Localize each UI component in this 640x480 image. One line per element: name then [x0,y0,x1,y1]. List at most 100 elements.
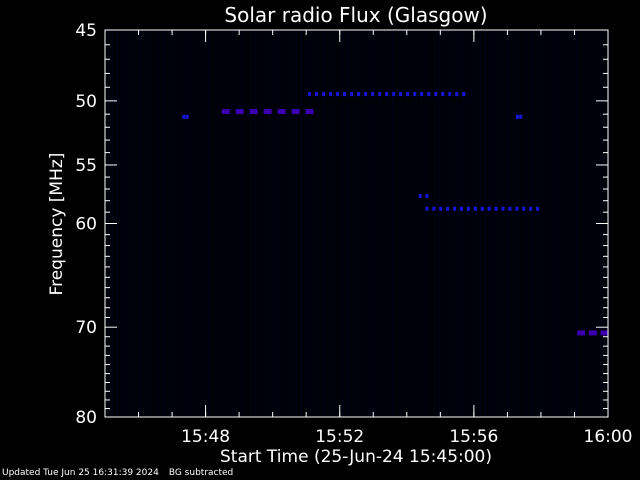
noise-stripe [291,30,293,417]
emission-mark-band-70.5 [600,330,609,336]
noise-stripe [258,30,261,417]
noise-stripe [235,30,238,417]
emission-mark-spot-51-left [182,114,186,119]
noise-stripe [516,30,519,417]
noise-stripe [171,30,174,417]
noise-stripe [378,30,381,417]
noise-stripe [475,30,477,417]
emission-mark-band-51 [291,109,300,115]
noise-stripe [300,30,303,417]
noise-stripe [314,30,316,417]
noise-stripe [369,30,372,417]
emission-mark-faint-channel [455,92,459,97]
noise-stripe [153,30,155,417]
noise-stripe [355,30,358,417]
x-tick-label: 15:48 [181,427,230,447]
emission-layer [182,92,609,336]
noise-stripe [231,30,234,417]
noise-stripe [507,30,510,417]
emission-mark-band-58.5 [480,206,484,211]
emission-mark-band-58.5 [536,206,540,211]
noise-stripe [254,30,257,417]
noise-stripe [350,30,353,417]
y-tick-label: 55 [75,156,97,176]
bg-subtracted-note: BG subtracted [168,468,234,478]
noise-stripe [203,30,206,417]
noise-stripe [185,30,188,417]
noise-stripe [442,30,445,417]
noise-stripe [419,30,422,417]
emission-mark-band-58.5 [453,206,457,211]
noise-stripe [166,30,169,417]
noise-stripe [511,30,514,417]
emission-mark-band-58.5 [501,206,505,211]
noise-stripe [272,30,275,417]
noise-stripe [346,30,349,417]
noise-stripe [571,30,574,417]
noise-stripe [249,30,252,417]
noise-stripe [585,30,588,417]
emission-mark-faint-channel [406,92,410,97]
noise-stripe [125,30,128,417]
emission-mark-faint-channel [392,92,396,97]
noise-stripe [304,30,307,417]
emission-mark-band-58.5 [508,206,512,211]
noise-stripe [327,30,330,417]
chart-title: Solar radio Flux (Glasgow) [224,3,487,27]
noise-stripe [553,30,556,417]
noise-stripe [539,30,542,417]
emission-mark-drift-57-58 [418,194,422,199]
emission-mark-faint-channel [427,92,431,97]
noise-stripe [130,30,132,417]
noise-stripe [406,30,408,417]
emission-mark-band-58.5 [460,206,464,211]
noise-stripe [139,30,142,417]
noise-stripe [212,30,215,417]
noise-stripe [332,30,335,417]
y-axis-label: Frequency [MHz] [47,153,67,296]
noise-stripe [360,30,362,417]
noise-stripe [557,30,560,417]
noise-stripe [525,30,528,417]
noise-stripe [488,30,491,417]
noise-stripe [286,30,289,417]
plot-background [105,30,611,417]
noise-stripe [189,30,192,417]
emission-mark-faint-channel [378,92,382,97]
noise-stripe [401,30,404,417]
emission-mark-band-51 [235,109,244,115]
emission-mark-band-58.5 [494,206,498,211]
noise-stripe [245,30,247,417]
noise-stripe [530,30,533,417]
footer-status: Updated Tue Jun 25 16:31:39 2024 BG subtr… [2,468,243,478]
emission-mark-faint-channel [336,92,340,97]
emission-mark-faint-channel [420,92,424,97]
emission-mark-band-58.5 [487,206,491,211]
emission-mark-band-58.5 [515,206,519,211]
noise-stripe [410,30,413,417]
emission-mark-spot-51-right [515,114,519,119]
noise-stripe [608,30,611,417]
emission-mark-faint-channel [329,92,333,97]
x-axis-label: Start Time (25-Jun-24 15:45:00) [220,447,492,467]
noise-stripe [387,30,390,417]
noise-stripe [176,30,178,417]
emission-mark-band-58.5 [473,206,477,211]
plot-area [105,30,608,417]
noise-stripe [433,30,436,417]
noise-stripe [479,30,482,417]
y-tick-label: 50 [75,92,97,112]
emission-mark-band-58.5 [446,206,450,211]
y-tick-label: 45 [75,21,97,41]
noise-stripe [396,30,399,417]
noise-stripe [465,30,468,417]
noise-stripe [373,30,376,417]
noise-stripe [562,30,565,417]
noise-stripe [217,30,220,417]
x-tick-label: 15:52 [315,427,364,447]
noise-stripe [544,30,546,417]
noise-stripe [415,30,418,417]
noise-stripe [424,30,427,417]
emission-mark-spot-51-left [185,114,189,119]
emission-mark-faint-channel [322,92,326,97]
